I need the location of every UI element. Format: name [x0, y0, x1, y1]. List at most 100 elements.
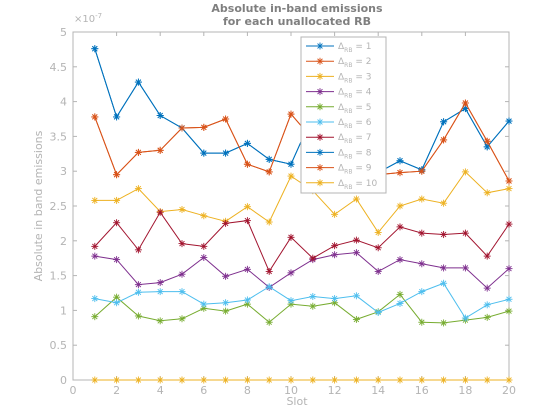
y-tick-label: 3 — [60, 165, 67, 178]
data-point — [156, 208, 164, 216]
series-4 — [91, 249, 513, 292]
data-point — [505, 265, 513, 273]
data-point — [440, 199, 448, 207]
data-point — [374, 228, 382, 236]
data-point — [331, 242, 339, 250]
data-point — [483, 376, 491, 384]
data-point — [352, 249, 360, 257]
data-point — [418, 288, 426, 296]
data-point — [287, 269, 295, 277]
y-tick-label: 3.5 — [50, 130, 68, 143]
data-point — [418, 376, 426, 384]
legend-item: ΔRB = 2 — [306, 57, 371, 69]
legend-label: ΔRB = 3 — [338, 72, 371, 84]
data-point — [243, 160, 251, 168]
data-point — [222, 115, 230, 123]
data-point — [243, 217, 251, 225]
x-tick-label: 18 — [458, 384, 472, 397]
data-point — [316, 57, 324, 65]
data-point — [440, 279, 448, 287]
data-point — [243, 265, 251, 273]
data-point — [287, 297, 295, 305]
data-point — [222, 299, 230, 307]
data-point — [331, 210, 339, 218]
data-point — [374, 308, 382, 316]
y-tick-label: 0.5 — [50, 339, 68, 352]
data-point — [483, 252, 491, 260]
data-point — [156, 376, 164, 384]
data-point — [134, 246, 142, 254]
data-point — [461, 376, 469, 384]
data-point — [396, 256, 404, 264]
x-tick-label: 8 — [244, 384, 251, 397]
data-point — [396, 299, 404, 307]
data-point — [505, 117, 513, 125]
data-point — [331, 376, 339, 384]
data-point — [156, 112, 164, 120]
data-point — [374, 267, 382, 275]
data-point — [91, 113, 99, 121]
data-point — [200, 149, 208, 157]
data-point — [222, 272, 230, 280]
data-point — [374, 376, 382, 384]
x-tick-label: 14 — [371, 384, 385, 397]
legend-label: ΔRB = 5 — [338, 103, 371, 115]
legend: ΔRB = 1 ΔRB = 2 ΔRB = 3 ΔRB = 4 ΔRB = 5 ΔRB =… — [300, 36, 387, 194]
data-point — [178, 124, 186, 132]
data-point — [265, 318, 273, 326]
legend-item: ΔRB = 1 — [306, 42, 371, 54]
data-point — [440, 136, 448, 144]
series-line — [94, 282, 510, 319]
chart-title-line-2: for each unallocated RB — [223, 15, 371, 28]
y-tick-label: 2.5 — [50, 200, 68, 213]
data-point — [200, 212, 208, 220]
data-point — [156, 279, 164, 287]
data-point — [113, 376, 121, 384]
data-point — [134, 148, 142, 156]
legend-label: ΔRB = 7 — [338, 133, 371, 145]
data-point — [156, 288, 164, 296]
data-point — [222, 307, 230, 315]
data-point — [200, 376, 208, 384]
data-point — [461, 314, 469, 322]
series-5 — [91, 290, 513, 327]
data-point — [418, 318, 426, 326]
legend-box — [300, 36, 387, 194]
y-axis-exponent: ×10-7 — [74, 12, 102, 25]
data-point — [222, 219, 230, 227]
x-tick-label: 12 — [328, 384, 342, 397]
data-point — [396, 157, 404, 165]
data-point — [200, 242, 208, 250]
data-point — [505, 376, 513, 384]
data-point — [440, 376, 448, 384]
series-line — [94, 293, 510, 324]
data-point — [396, 169, 404, 177]
legend-label: ΔRB = 9 — [338, 164, 372, 176]
data-point — [331, 295, 339, 303]
data-point — [483, 137, 491, 145]
legend-label: ΔRB = 8 — [338, 148, 372, 160]
data-point — [316, 133, 324, 141]
legend-item: ΔRB = 3 — [306, 72, 371, 84]
data-point — [461, 229, 469, 237]
data-point — [316, 42, 324, 50]
data-point — [113, 171, 121, 179]
data-point — [352, 376, 360, 384]
y-tick-label: 4 — [60, 96, 67, 109]
data-point — [113, 219, 121, 227]
legend-item: ΔRB = 9 — [306, 164, 372, 176]
x-tick-label: 2 — [113, 384, 120, 397]
legend-item: ΔRB = 4 — [306, 88, 372, 100]
data-point — [222, 376, 230, 384]
series-line — [94, 252, 510, 289]
data-point — [352, 236, 360, 244]
chart-title-line-1: Absolute in-band emissions — [211, 2, 383, 15]
series-7 — [91, 208, 513, 275]
x-tick-label: 20 — [502, 384, 516, 397]
data-point — [91, 252, 99, 260]
data-point — [316, 88, 324, 96]
data-point — [178, 376, 186, 384]
data-point — [243, 203, 251, 211]
data-point — [461, 168, 469, 176]
